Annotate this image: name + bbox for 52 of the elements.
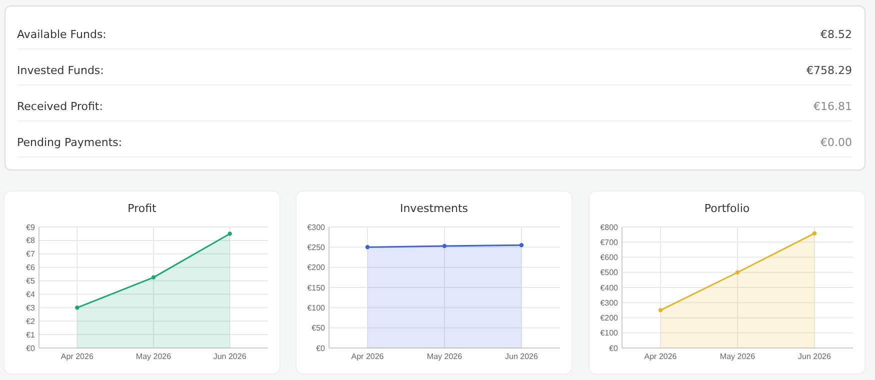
y-tick-label: €300	[600, 298, 619, 308]
point	[812, 231, 817, 236]
text: Pending Payments:	[17, 136, 122, 149]
y-tick-label: €0	[316, 344, 326, 353]
y-tick-label: €0	[26, 344, 36, 353]
x-tick-label: May 2026	[720, 352, 756, 361]
y-tick-label: €800	[600, 222, 619, 232]
text: €8.52	[820, 28, 852, 41]
y-tick-label: €8	[26, 236, 36, 246]
y-tick-label: €100	[600, 328, 619, 338]
chart-title: Portfolio	[704, 202, 750, 215]
x-tick-label: Jun 2026	[798, 352, 832, 361]
text: €16.81	[814, 100, 852, 113]
text: €758.29	[806, 64, 852, 77]
text: Available Funds:	[17, 28, 106, 41]
point	[151, 275, 156, 280]
y-tick-label: €400	[600, 283, 619, 292]
x-tick-label: Apr 2026	[60, 352, 94, 361]
text: €0.00	[820, 136, 852, 149]
y-tick-label: €7	[26, 250, 36, 259]
y-tick-label: €200	[600, 314, 619, 323]
y-tick-label: €5	[26, 276, 36, 286]
text: Received Profit:	[17, 100, 103, 113]
y-tick-label: €300	[307, 222, 326, 232]
y-tick-label: €250	[307, 242, 326, 252]
y-tick-label: €600	[600, 253, 619, 262]
x-tick-label: May 2026	[136, 352, 172, 361]
x-tick-label: Jun 2026	[213, 352, 247, 361]
y-tick-label: €0	[609, 344, 619, 353]
y-tick-label: €3	[26, 303, 36, 312]
y-tick-label: €9	[26, 222, 36, 232]
x-tick-label: Jun 2026	[505, 352, 539, 361]
y-tick-label: €200	[307, 263, 326, 272]
point	[75, 306, 80, 310]
y-tick-label: €150	[307, 283, 326, 292]
x-tick-label: May 2026	[426, 352, 463, 361]
y-tick-label: €2	[26, 316, 36, 326]
text: Invested Funds:	[17, 64, 104, 77]
point	[735, 270, 740, 274]
chart-title: Profit	[128, 202, 158, 215]
y-tick-label: €500	[600, 268, 619, 278]
point	[658, 308, 663, 312]
y-tick-label: €6	[26, 263, 36, 272]
point	[228, 232, 232, 236]
x-tick-label: Apr 2026	[644, 352, 678, 361]
y-tick-label: €1	[26, 330, 36, 340]
y-tick-label: €700	[600, 238, 619, 247]
y-tick-label: €4	[26, 290, 36, 300]
x-tick-label: Apr 2026	[351, 352, 384, 361]
chart-title: Investments	[400, 202, 468, 215]
y-tick-label: €100	[307, 303, 326, 312]
y-tick-label: €50	[312, 324, 326, 333]
